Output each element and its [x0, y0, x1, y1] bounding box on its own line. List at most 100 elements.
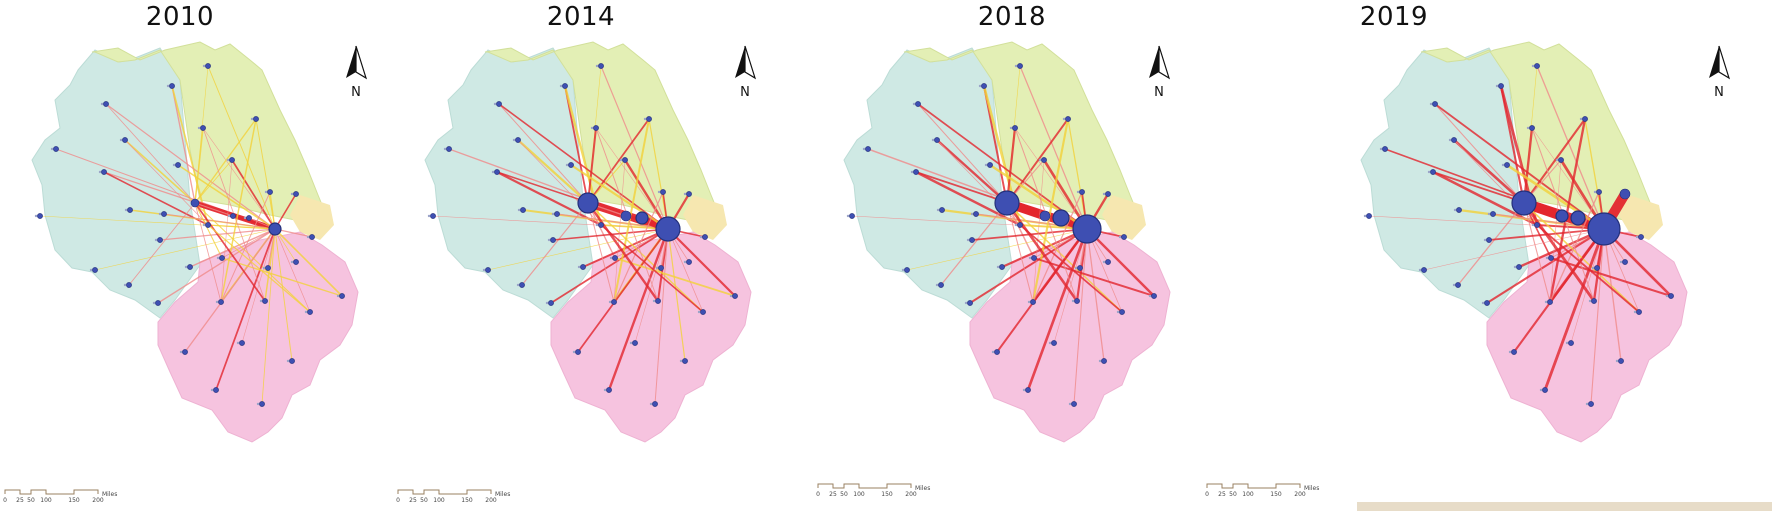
- network-link: [1523, 202, 1640, 313]
- city-label-mark: [1531, 223, 1535, 227]
- city-node: [1486, 237, 1492, 243]
- city-label-mark: [124, 208, 128, 212]
- city-node: [1025, 387, 1031, 393]
- city-node: [1534, 222, 1540, 228]
- scale-tick-label: 50: [420, 497, 428, 504]
- city-node: [934, 137, 940, 143]
- network-link: [194, 202, 266, 302]
- network-link: [667, 228, 704, 313]
- scale-tick-label: 150: [461, 497, 473, 504]
- city-node: [1430, 169, 1436, 175]
- city-node: [205, 63, 211, 69]
- city-node: [307, 309, 313, 315]
- city-label-mark: [1453, 208, 1457, 212]
- city-node: [568, 162, 574, 168]
- network-link: [1548, 117, 1587, 304]
- city-node: [1547, 299, 1553, 305]
- city-label-mark: [50, 147, 54, 151]
- scale-tick-label: 0: [396, 497, 400, 504]
- city-label-mark: [202, 223, 206, 227]
- city-label-mark: [197, 126, 201, 130]
- map-canvas-2010: [31, 41, 359, 443]
- network-link: [105, 103, 196, 204]
- network-link: [1452, 138, 1526, 205]
- city-label-mark: [1038, 158, 1042, 162]
- map-panel-2019: 2019 N 0 25 50 100 150 200 Miles: [1205, 0, 1772, 511]
- city-label-mark: [166, 84, 170, 88]
- network-link: [231, 159, 276, 230]
- city-node: [1591, 298, 1597, 304]
- network-link: [666, 227, 737, 298]
- city-label-mark: [1062, 117, 1066, 121]
- city-node: [1511, 349, 1517, 355]
- city-node: [620, 210, 632, 222]
- scale-tick-label: 25: [409, 497, 417, 504]
- network-link: [1423, 228, 1605, 271]
- city-node: [239, 340, 245, 346]
- city-label-mark: [259, 299, 263, 303]
- city-node: [175, 162, 181, 168]
- city-label-mark: [336, 294, 340, 298]
- network-link: [157, 228, 276, 304]
- city-label-mark: [1545, 256, 1549, 260]
- city-node: [562, 83, 568, 89]
- city-node: [1119, 309, 1125, 315]
- city-label-mark: [1363, 214, 1367, 218]
- city-node: [913, 169, 919, 175]
- scale-tick-label: 200: [485, 497, 497, 504]
- city-node: [987, 162, 993, 168]
- year-title: 2010: [145, 2, 215, 32]
- city-node: [182, 349, 188, 355]
- region-west: [31, 47, 201, 319]
- network-link: [906, 228, 1088, 271]
- network-link: [194, 202, 311, 313]
- network-link: [194, 202, 223, 259]
- network-link: [623, 158, 670, 231]
- city-label-mark: [243, 216, 247, 220]
- city-label-mark: [1048, 341, 1052, 345]
- city-node: [1017, 222, 1023, 228]
- city-node: [218, 299, 224, 305]
- network-link: [1005, 201, 1079, 303]
- network-link: [1053, 228, 1088, 344]
- region-north: [484, 41, 719, 223]
- scale-tick-label: 25: [16, 497, 24, 504]
- region-west: [424, 47, 594, 319]
- network-link: [600, 224, 704, 313]
- city-node: [1570, 210, 1586, 226]
- network-link: [124, 139, 196, 204]
- city-node: [1366, 213, 1372, 219]
- network-link: [550, 228, 669, 304]
- city-label-mark: [179, 350, 183, 354]
- network-link: [171, 85, 196, 204]
- scale-unit-label: Miles: [102, 491, 117, 498]
- city-node: [515, 137, 521, 143]
- city-label-mark: [512, 138, 516, 142]
- city-label-mark: [1585, 402, 1589, 406]
- city-node: [655, 298, 661, 304]
- scale-tick-label: 100: [433, 497, 445, 504]
- city-node: [430, 213, 436, 219]
- network-link: [587, 202, 704, 313]
- map-canvas-2019: [1360, 41, 1688, 443]
- city-label-mark: [619, 158, 623, 162]
- city-node: [1012, 125, 1018, 131]
- city-label-mark: [1555, 158, 1559, 162]
- network-link: [1512, 227, 1606, 354]
- city-node: [849, 213, 855, 219]
- city-node: [155, 300, 161, 306]
- city-node: [550, 237, 556, 243]
- city-label-mark: [1531, 64, 1535, 68]
- city-node: [1619, 188, 1631, 200]
- city-label-mark: [123, 283, 127, 287]
- city-label-mark: [290, 260, 294, 264]
- city-label-mark: [565, 163, 569, 167]
- city-node: [1594, 265, 1600, 271]
- city-label-mark: [1418, 268, 1422, 272]
- network-link: [1019, 224, 1123, 313]
- city-node: [702, 234, 708, 240]
- city-label-mark: [862, 147, 866, 151]
- city-node: [1456, 207, 1462, 213]
- network-link: [586, 201, 660, 303]
